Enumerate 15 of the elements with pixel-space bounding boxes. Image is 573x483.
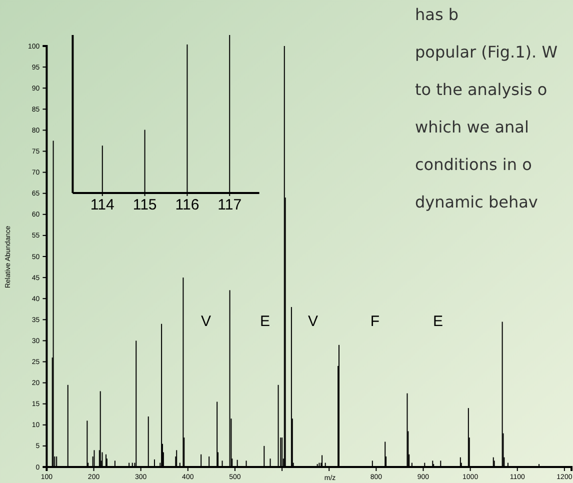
- annotation: to the analysis o: [415, 80, 548, 99]
- annotation: V: [200, 313, 212, 330]
- annotation: F: [370, 313, 380, 330]
- x-tick-label: 117: [218, 196, 242, 214]
- annotation: E: [432, 313, 444, 330]
- text: has b: [415, 5, 459, 24]
- annotation: which we anal: [415, 118, 529, 136]
- annotation: V: [308, 313, 318, 330]
- x-tick-label: 115: [132, 196, 157, 214]
- annotation: E: [260, 313, 270, 330]
- x-tick-label: 114: [90, 196, 114, 214]
- x-tick-label: 116: [175, 196, 200, 214]
- annotation: popular (Fig.1). W: [415, 42, 558, 62]
- annotation: conditions in o: [415, 155, 532, 174]
- annotation: dynamic behav: [415, 192, 538, 212]
